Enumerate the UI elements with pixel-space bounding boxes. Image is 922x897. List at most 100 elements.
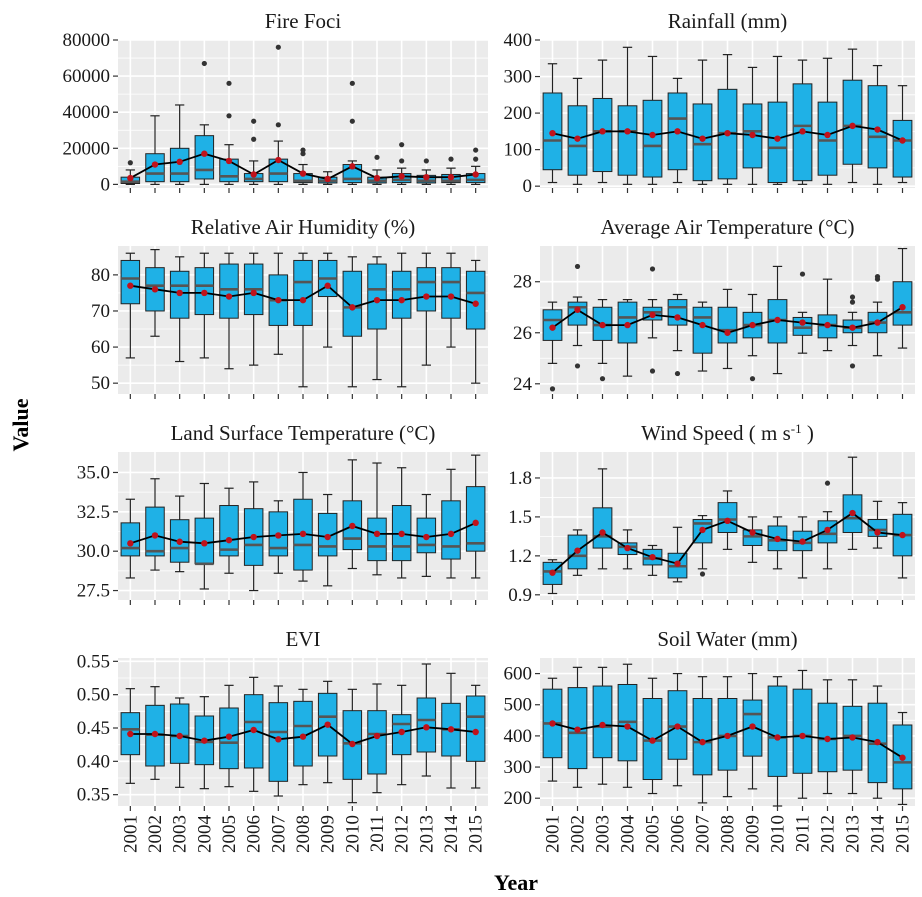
x-tick-label: 2007 [693,815,714,853]
mean-point [151,286,159,293]
mean-point [824,735,831,743]
mean-point [349,304,356,311]
x-tick-label: 2008 [718,815,739,853]
box-2012 [391,684,412,786]
x-tick-label: 2014 [441,815,462,854]
mean-point [549,324,556,331]
box-2010 [342,256,363,388]
mean-point [127,540,134,547]
mean-point [824,131,831,139]
mean-point [599,721,606,729]
mean-point [250,726,257,734]
mean-point [398,173,405,180]
y-tick-label: 500 [504,695,533,716]
x-tick-label: 2004 [194,815,215,854]
mean-point [874,529,881,536]
y-tick-label: 50 [91,373,110,394]
box-body [391,270,412,319]
mean-point [398,728,405,736]
outlier-point [674,370,681,377]
mean-point [201,150,208,157]
mean-point [151,532,159,539]
mean-point [899,137,906,144]
outlier-point [226,80,232,86]
y-tick-label: 0.45 [77,718,110,739]
x-tick-label: 2013 [843,815,864,853]
box-2015 [465,684,486,789]
mean-point [225,536,233,544]
panel-title: Soil Water (mm) [657,627,797,651]
outlier-point [473,156,479,162]
mean-point [472,300,479,307]
y-tick-label: 200 [504,103,533,124]
box-2012 [391,252,412,388]
outlier-point [423,158,429,164]
box-body [892,281,913,326]
mean-point [549,720,556,727]
outlier-point [251,136,257,142]
x-tick-label: 2007 [268,815,289,853]
x-tick-label: 2015 [893,815,914,853]
box-body [592,507,613,549]
mean-point [699,321,706,329]
outlier-point [399,142,405,148]
mean-point [899,304,906,311]
x-tick-label: 2005 [643,815,664,853]
x-tick-label: 2002 [145,815,166,853]
box-body [667,299,688,326]
box-body [367,517,387,562]
mean-point [423,724,430,731]
box-2012 [817,57,838,185]
x-tick-label: 2011 [793,815,814,852]
mean-point [447,530,455,538]
mean-point [349,522,356,530]
mean-point [674,560,681,567]
y-tick-label: 20000 [63,138,111,159]
box-body [817,101,838,176]
box-2002 [145,478,165,571]
box-2008 [293,252,313,388]
x-tick-label: 2003 [170,815,191,853]
mean-point [324,721,331,728]
mean-point [874,126,881,133]
panel-6: 0.9 1.2 1.5 1.8 Wind Speed ( m s-1 ) [508,421,915,606]
y-tick-label: 600 [504,664,533,685]
box-2010 [767,676,788,807]
mean-point [398,296,405,304]
box-body [642,99,663,178]
mean-point [151,161,159,168]
mean-point [447,293,455,300]
box-body [441,267,461,319]
box-body [367,263,387,330]
mean-point [398,530,405,538]
box-body [792,688,813,774]
outlier-point [649,266,656,272]
panel-title: EVI [286,627,321,651]
y-tick-label: 26 [513,323,532,344]
mean-point [599,321,606,329]
box-2015 [892,85,913,184]
x-tick-label: 2011 [367,815,388,852]
box-2011 [367,683,387,794]
y-tick-label: 80 [91,265,110,286]
box-body [692,103,713,182]
mean-point [423,173,430,181]
box-2007 [692,59,713,185]
x-tick-label: 2001 [120,815,141,853]
y-tick-label: 400 [504,726,533,747]
box-2010 [767,55,788,185]
mean-point [299,530,307,538]
mean-point [674,314,681,321]
box-2001 [120,498,141,579]
mean-point [699,738,706,746]
mean-point [724,129,731,137]
x-tick-label: 2004 [618,815,639,854]
mean-point [423,533,430,541]
box-2015 [465,147,486,185]
mean-point [324,282,331,289]
panel-title: Wind Speed ( m s-1 ) [641,421,814,446]
outlier-point [824,480,831,486]
x-tick-label: 2006 [244,815,265,853]
x-axis-label: Year [494,870,538,895]
mean-point [472,171,479,178]
